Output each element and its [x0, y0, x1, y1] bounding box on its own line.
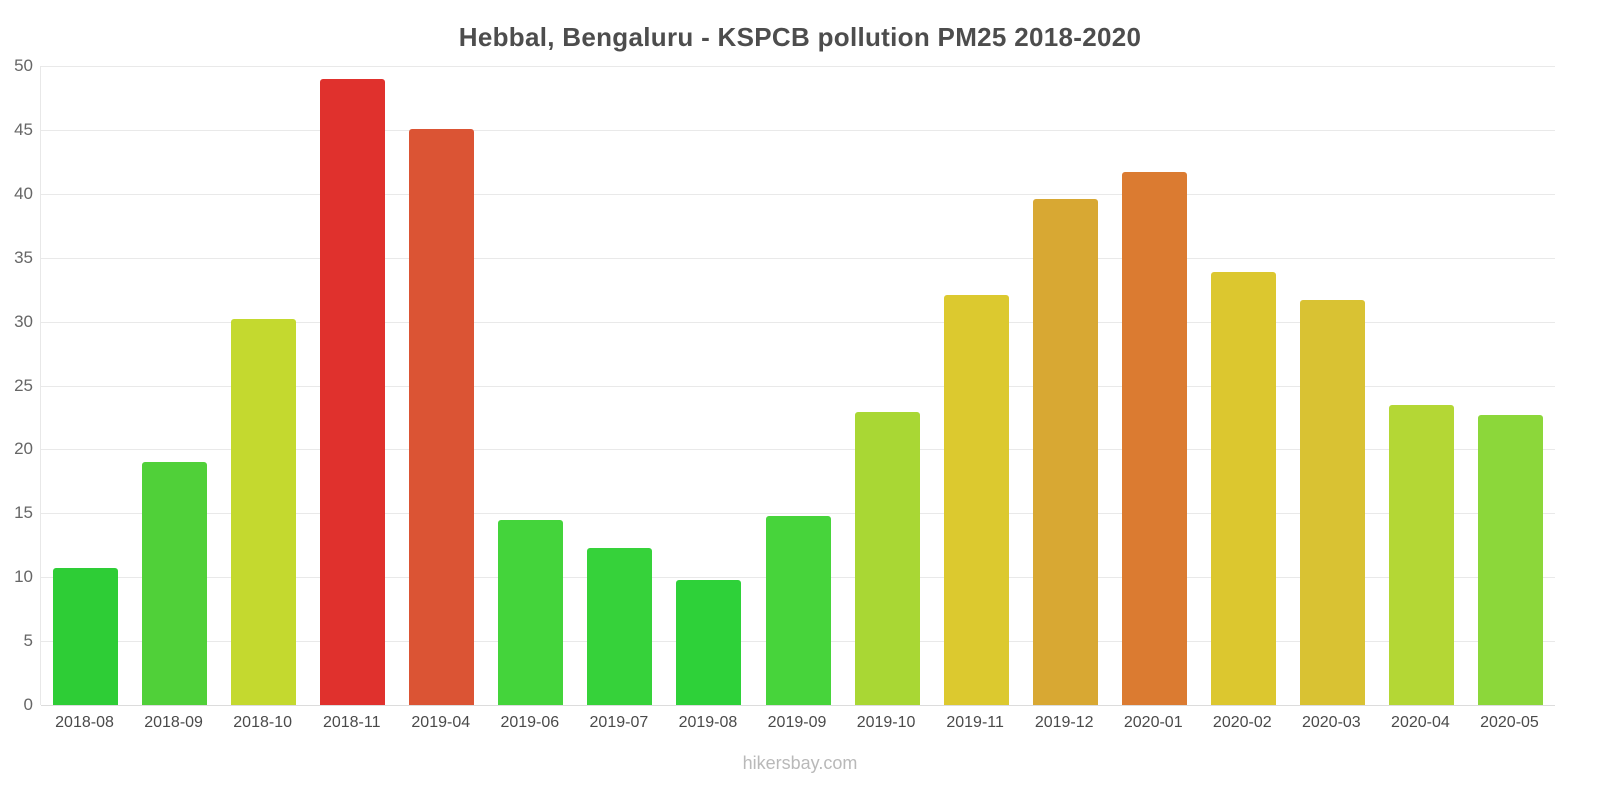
chart-title: Hebbal, Bengaluru - KSPCB pollution PM25…: [458, 22, 1142, 52]
footer-watermark: hikersbay.com: [742, 753, 858, 773]
x-tick-label-2020-05: 2020-05: [1480, 714, 1539, 731]
x-tick-label-2020-04: 2020-04: [1391, 714, 1450, 731]
bar-2019-12: [1032, 198, 1098, 705]
y-tick-label-40: 40: [14, 183, 33, 203]
x-tick-label-2019-08: 2019-08: [678, 714, 738, 731]
y-tick-label-10: 10: [14, 567, 33, 587]
bar-2020-01: [1121, 172, 1187, 705]
y-tick-label-5: 5: [23, 631, 33, 651]
x-tick-label-2018-10: 2018-10: [233, 714, 292, 731]
x-tick-label-2020-02: 2020-02: [1212, 714, 1272, 731]
x-tick-label-2020-03: 2020-03: [1301, 714, 1361, 731]
gridline-30: [41, 321, 1555, 323]
y-tick-label-15: 15: [14, 503, 33, 523]
bar-2020-05: [1477, 414, 1543, 705]
y-tick-label-0: 0: [23, 695, 33, 714]
x-axis-labels: 2018-08 2018-09 2018-10 2018-11 2019-04 2019-…: [40, 714, 1555, 738]
bar-2019-11: [943, 294, 1009, 705]
y-tick-label-20: 20: [14, 439, 33, 459]
y-tick-label-45: 45: [14, 119, 33, 139]
gridline-20: [41, 449, 1555, 451]
bar-2019-04: [409, 128, 475, 705]
y-tick-label-50: 50: [14, 56, 33, 75]
x-tick-label-2019-10: 2019-10: [856, 714, 916, 731]
x-tick-label-2019-04: 2019-04: [411, 714, 471, 731]
gridline-0: [41, 705, 1555, 706]
x-tick-label-2020-01: 2020-01: [1123, 714, 1183, 731]
bar-2019-08: [676, 579, 742, 705]
x-tick-label-2019-11: 2019-11: [946, 714, 1004, 731]
y-tick-label-35: 35: [14, 247, 33, 267]
x-tick-label-2019-09: 2019-09: [767, 714, 827, 731]
bar-2020-04: [1388, 404, 1454, 705]
bar-2019-07: [587, 547, 653, 705]
bar-2020-02: [1210, 271, 1276, 705]
bar-2020-03: [1299, 299, 1365, 705]
gridline-50: [41, 66, 1555, 67]
bar-2019-09: [765, 515, 831, 705]
bar-2018-10: [231, 319, 297, 705]
gridline-15: [41, 513, 1555, 515]
x-tick-label-2019-12: 2019-12: [1034, 714, 1094, 731]
bar-2018-08: [53, 568, 119, 705]
bar-2019-10: [854, 412, 920, 705]
x-tick-label-2018-09: 2018-09: [144, 714, 203, 731]
y-tick-label-30: 30: [14, 311, 33, 331]
x-tick-label-2019-06: 2019-06: [500, 714, 560, 731]
gridline-45: [41, 129, 1555, 131]
gridline-25: [41, 385, 1555, 387]
plot-area: [40, 66, 1555, 706]
x-tick-label-2018-11: 2018-11: [322, 714, 381, 731]
bar-2018-09: [142, 462, 208, 705]
bar-2019-06: [498, 519, 564, 705]
y-axis-labels: 0 5 10 15 20 25 30 35 40 45 50: [0, 56, 33, 714]
x-tick-label-2019-07: 2019-07: [589, 714, 649, 731]
x-tick-label-2018-08: 2018-08: [55, 714, 114, 731]
y-tick-label-25: 25: [14, 375, 33, 395]
gridline-35: [41, 257, 1555, 259]
bar-2018-11: [320, 78, 386, 705]
gridline-40: [41, 193, 1555, 195]
